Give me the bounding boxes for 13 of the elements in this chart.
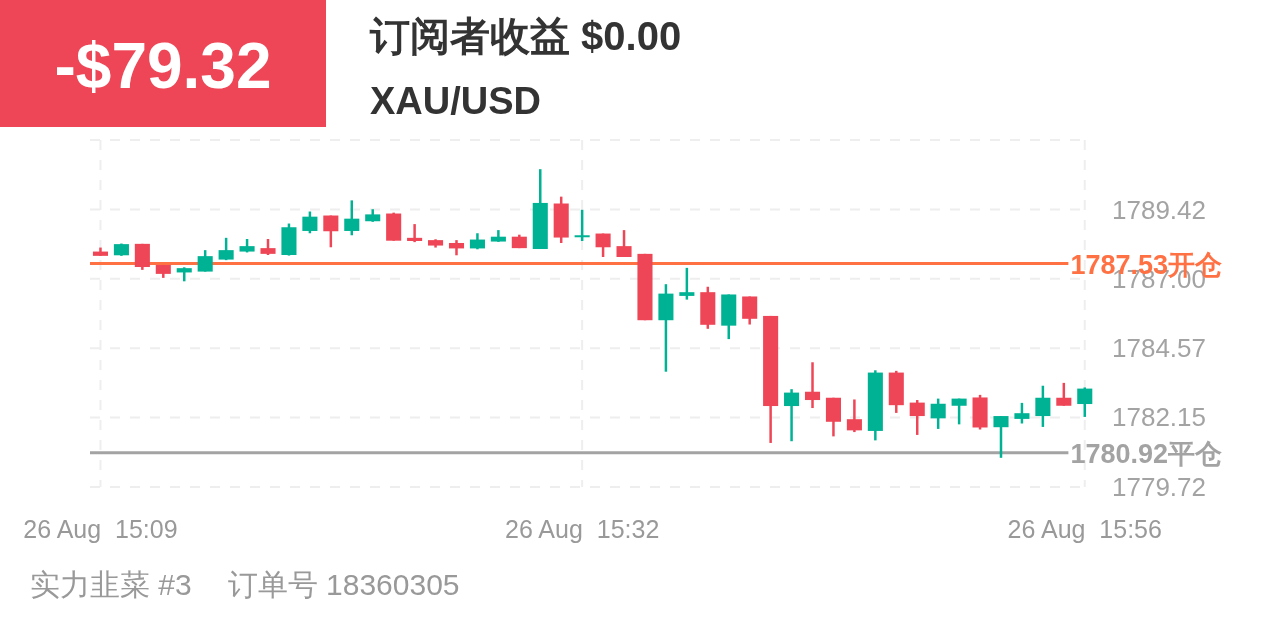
text: 实力韭菜 #3 [30,568,192,601]
y-tick-label: 1779.72 [1112,472,1206,502]
text: 订单号 18360305 [227,568,460,601]
ref-line-label: 1780.92平仓 [1070,438,1222,469]
y-tick-label: 1789.42 [1112,194,1206,225]
x-tick-label: 26 Aug 15:09 [23,515,178,543]
y-tick-label: 1784.57 [1112,333,1206,364]
x-tick-label: 26 Aug 15:56 [1007,515,1162,543]
chart-subtitle: XAU/USD [370,80,542,122]
x-tick-label: 26 Aug 15:32 [504,515,660,543]
y-tick-label: 1782.15 [1112,402,1206,433]
text: -$79.32 [54,30,272,102]
chart-title: 订阅者收益 $0.00 [369,14,682,58]
